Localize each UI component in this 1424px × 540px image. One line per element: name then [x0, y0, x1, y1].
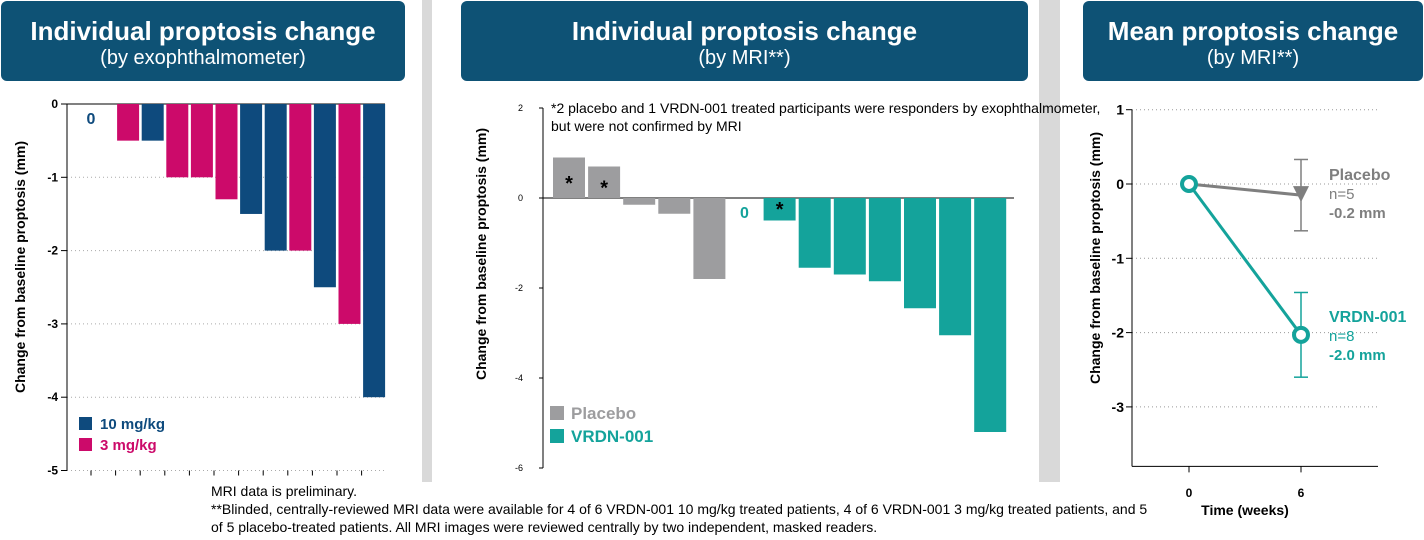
panel-divider — [1039, 0, 1060, 482]
banner-title: Individual proptosis change — [30, 16, 376, 46]
legend-swatch — [79, 438, 92, 451]
bar — [117, 104, 140, 141]
y-tick-label: 0 — [1116, 176, 1124, 192]
x-axis-label: Time (weeks) — [1201, 502, 1289, 518]
y-tick-label: 1 — [1116, 102, 1124, 118]
y-tick-label: -5 — [47, 464, 58, 478]
y-tick-label: 0 — [518, 193, 523, 203]
legend-swatch — [79, 417, 92, 430]
mri-individual-chart-banner: Individual proptosis change (by MRI**) — [461, 1, 1028, 81]
y-tick-label: -2 — [47, 244, 58, 258]
asterisk-marker: * — [600, 177, 608, 199]
series-line — [1188, 182, 1302, 197]
banner-subtitle: (by MRI**) — [698, 47, 791, 69]
y-axis-label: Change from baseline proptosis (mm) — [12, 141, 28, 393]
bar — [868, 198, 901, 282]
bar — [833, 198, 866, 275]
series-change-label: -2.0 mm — [1329, 347, 1386, 364]
legend-label: Placebo — [571, 404, 636, 423]
y-tick-label: -6 — [515, 463, 523, 473]
data-point — [1293, 186, 1309, 203]
bar — [141, 104, 164, 141]
banner-title: Individual proptosis change — [571, 16, 918, 46]
bar — [798, 198, 831, 268]
asterisk-marker: * — [776, 199, 784, 221]
x-tick-label: 0 — [1186, 486, 1193, 500]
bar — [588, 166, 621, 198]
footnote-asterisk: *2 placebo and 1 VRDN-001 treated partic… — [551, 100, 1100, 134]
y-tick-label: -1 — [47, 170, 58, 184]
bar — [338, 104, 361, 324]
bar — [904, 198, 936, 309]
y-tick-label: -1 — [1112, 250, 1125, 266]
mri-mean-chart-banner: Mean proptosis change (by MRI**) — [1083, 1, 1423, 81]
series-name-label: Placebo — [1329, 167, 1391, 184]
y-tick-label: -4 — [47, 390, 58, 404]
asterisk-marker: * — [565, 173, 573, 195]
bar — [363, 104, 386, 398]
bar — [658, 198, 691, 214]
legend-label: 10 mg/kg — [100, 416, 165, 433]
bar — [693, 198, 726, 279]
legend-label: 3 mg/kg — [100, 437, 157, 454]
footnote-preliminary: MRI data is preliminary. — [211, 483, 358, 499]
banner-title: Mean proptosis change — [1107, 16, 1399, 46]
y-tick-label: 0 — [51, 97, 58, 111]
bar — [166, 104, 189, 178]
banner-subtitle: (by MRI**) — [1206, 47, 1300, 69]
y-tick-label: -4 — [515, 373, 523, 383]
banner-subtitle: (by exophthalmometer) — [100, 47, 306, 69]
y-tick-label: 2 — [518, 103, 523, 113]
bar — [974, 198, 1007, 432]
y-tick-label: -2 — [1112, 325, 1125, 341]
exophthalmometer-chart-banner: Individual proptosis change (by exophtha… — [1, 1, 405, 81]
x-tick-label: 6 — [1298, 486, 1305, 500]
bar — [313, 104, 336, 288]
y-tick-label: -2 — [515, 283, 523, 293]
series-line — [1187, 183, 1303, 336]
bar — [215, 104, 238, 200]
bar — [289, 104, 312, 251]
y-tick-label: -3 — [1112, 399, 1125, 415]
series-name-label: VRDN-001 — [1329, 309, 1406, 326]
series-n-label: n=5 — [1329, 186, 1354, 203]
bar — [553, 157, 585, 198]
bar — [264, 104, 287, 251]
bar — [240, 104, 263, 214]
legend-swatch — [550, 406, 564, 420]
bar — [763, 198, 796, 221]
panel-divider — [422, 0, 432, 482]
series-n-label: n=8 — [1329, 328, 1354, 345]
zero-change-label: 0 — [87, 111, 96, 128]
bar — [939, 198, 972, 336]
series-change-label: -0.2 mm — [1329, 205, 1386, 222]
legend-label: VRDN-001 — [571, 427, 653, 446]
data-point — [1292, 325, 1310, 344]
y-axis-label: Change from baseline proptosis (mm) — [1087, 132, 1103, 384]
y-tick-label: -3 — [47, 317, 58, 331]
bar — [623, 198, 656, 205]
y-axis-label: Change from baseline proptosis (mm) — [473, 128, 489, 380]
bar — [190, 104, 213, 178]
zero-change-label: 0 — [740, 205, 749, 222]
legend-swatch — [550, 429, 564, 443]
footnote-mri-review: **Blinded, centrally-reviewed MRI data w… — [211, 501, 1148, 535]
data-point — [1180, 175, 1198, 193]
